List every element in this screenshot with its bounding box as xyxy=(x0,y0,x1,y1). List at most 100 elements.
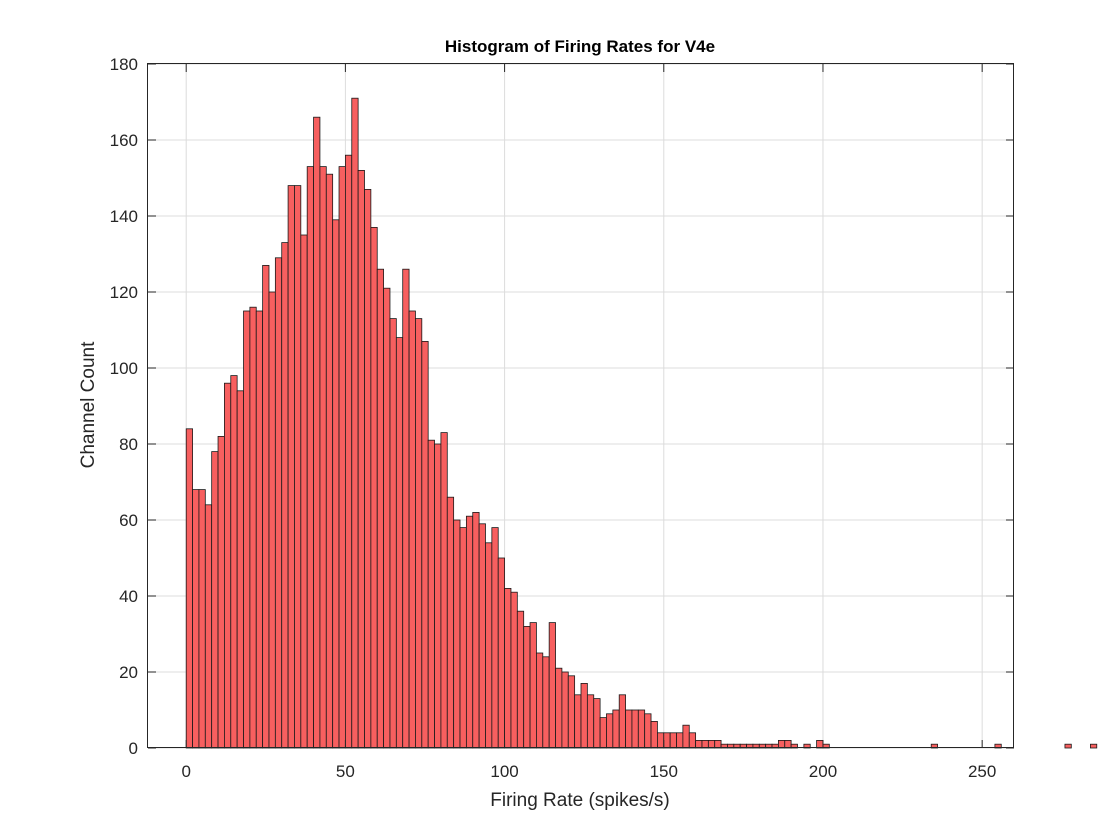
y-tick-label: 100 xyxy=(110,359,138,378)
histogram-bar xyxy=(351,97,359,749)
histogram-bar xyxy=(204,504,213,749)
histogram-bar xyxy=(650,721,658,749)
histogram-bar xyxy=(523,626,531,749)
histogram-bar xyxy=(268,291,276,749)
y-tick-label: 20 xyxy=(119,663,138,682)
histogram-bar xyxy=(644,713,652,749)
y-tick-label: 80 xyxy=(119,435,138,454)
x-tick-label: 250 xyxy=(968,762,996,781)
histogram-bar xyxy=(274,257,283,749)
x-tick-label: 100 xyxy=(490,762,518,781)
y-tick-label: 0 xyxy=(129,739,138,758)
histogram-bar xyxy=(300,234,308,749)
histogram-bar xyxy=(319,166,327,749)
histogram-bar xyxy=(185,428,193,749)
histogram-bar xyxy=(555,667,563,749)
histogram-bar xyxy=(478,523,486,749)
histogram-bar xyxy=(816,740,824,749)
histogram-bar xyxy=(599,717,607,749)
histogram-bar xyxy=(688,732,697,749)
histogram-bar xyxy=(707,740,716,749)
histogram-bar xyxy=(536,652,544,749)
histogram-bar xyxy=(548,622,556,749)
histogram-bar xyxy=(491,527,499,749)
y-tick-label: 120 xyxy=(110,283,138,302)
histogram-bar xyxy=(593,698,601,749)
histogram-bar xyxy=(1090,743,1098,749)
histogram-bar xyxy=(357,169,365,749)
histogram-bar xyxy=(657,732,665,749)
histogram-bar xyxy=(243,310,251,749)
plot-area-border xyxy=(147,63,1014,748)
histogram-bar xyxy=(631,709,639,749)
histogram-bar xyxy=(695,740,703,749)
histogram-bar xyxy=(612,709,620,749)
histogram-bar xyxy=(376,268,385,749)
y-tick-label: 60 xyxy=(119,511,138,530)
histogram-bar xyxy=(427,439,435,749)
histogram-bar xyxy=(453,519,461,749)
histogram-bar xyxy=(637,709,646,749)
histogram-bar xyxy=(198,489,206,749)
histogram-bar xyxy=(669,732,677,749)
histogram-bar xyxy=(586,694,595,749)
histogram-bar xyxy=(217,435,225,749)
histogram-bar xyxy=(784,740,792,749)
histogram-bar xyxy=(344,154,353,749)
histogram-bar xyxy=(389,318,397,749)
histogram-bar xyxy=(497,557,505,749)
bar-layer xyxy=(185,97,1098,749)
histogram-bar xyxy=(714,740,722,749)
histogram-bar xyxy=(542,656,550,749)
y-tick-label: 180 xyxy=(110,55,138,74)
histogram-bar xyxy=(402,268,410,749)
histogram-bar xyxy=(561,671,569,749)
y-tick-label: 140 xyxy=(110,207,138,226)
x-tick-label: 200 xyxy=(809,762,837,781)
histogram-bar xyxy=(676,732,684,749)
histogram-bar xyxy=(249,306,257,749)
histogram-bar xyxy=(529,622,537,749)
histogram-bar xyxy=(434,443,442,749)
histogram-bar xyxy=(682,724,690,749)
histogram-bar xyxy=(777,740,786,749)
histogram-bar xyxy=(580,683,588,749)
histogram-bar xyxy=(574,694,582,749)
histogram-bar xyxy=(421,340,429,749)
histogram-bar xyxy=(364,188,372,749)
histogram-bar xyxy=(211,451,219,749)
histogram-bar xyxy=(625,709,633,749)
histogram-bar xyxy=(618,694,626,749)
histogram-bar xyxy=(306,166,314,749)
histogram-bar xyxy=(325,173,334,749)
y-tick-label: 160 xyxy=(110,131,138,150)
histogram-bar xyxy=(313,116,321,749)
x-tick-label: 50 xyxy=(336,762,355,781)
histogram-bar xyxy=(395,337,404,749)
histogram-bar xyxy=(510,591,518,749)
histogram-bar xyxy=(504,588,512,749)
histogram-bar xyxy=(370,226,378,749)
histogram-bar xyxy=(1064,743,1072,749)
x-tick-label: 150 xyxy=(650,762,678,781)
histogram-bar xyxy=(408,310,416,749)
x-axis-label: Firing Rate (spikes/s) xyxy=(490,790,670,811)
histogram-bar xyxy=(440,432,448,749)
histogram-bar xyxy=(281,242,289,749)
histogram-bar xyxy=(287,185,295,749)
histogram-bar xyxy=(446,496,455,749)
histogram-bar xyxy=(294,185,302,749)
histogram-bar xyxy=(516,610,525,749)
histogram-bar xyxy=(459,527,467,749)
histogram-bar xyxy=(224,382,232,749)
chart-title: Histogram of Firing Rates for V4e xyxy=(445,37,715,56)
histogram-bar xyxy=(472,512,480,749)
histogram-bar xyxy=(338,166,346,749)
histogram-bar xyxy=(230,375,238,749)
histogram-bar xyxy=(567,675,576,749)
tick-layer: 0 50 100 150 200 250 0 20 40 60 80 100 120 140 160 180 xyxy=(110,55,1014,781)
histogram-bar xyxy=(415,318,423,749)
y-tick-label: 40 xyxy=(119,587,138,606)
histogram-bar xyxy=(255,310,264,749)
histogram-bar xyxy=(192,489,200,749)
